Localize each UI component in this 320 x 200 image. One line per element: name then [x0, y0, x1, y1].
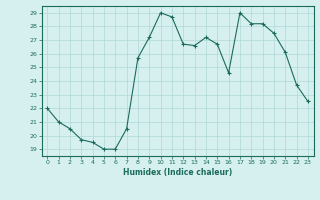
X-axis label: Humidex (Indice chaleur): Humidex (Indice chaleur) — [123, 168, 232, 177]
